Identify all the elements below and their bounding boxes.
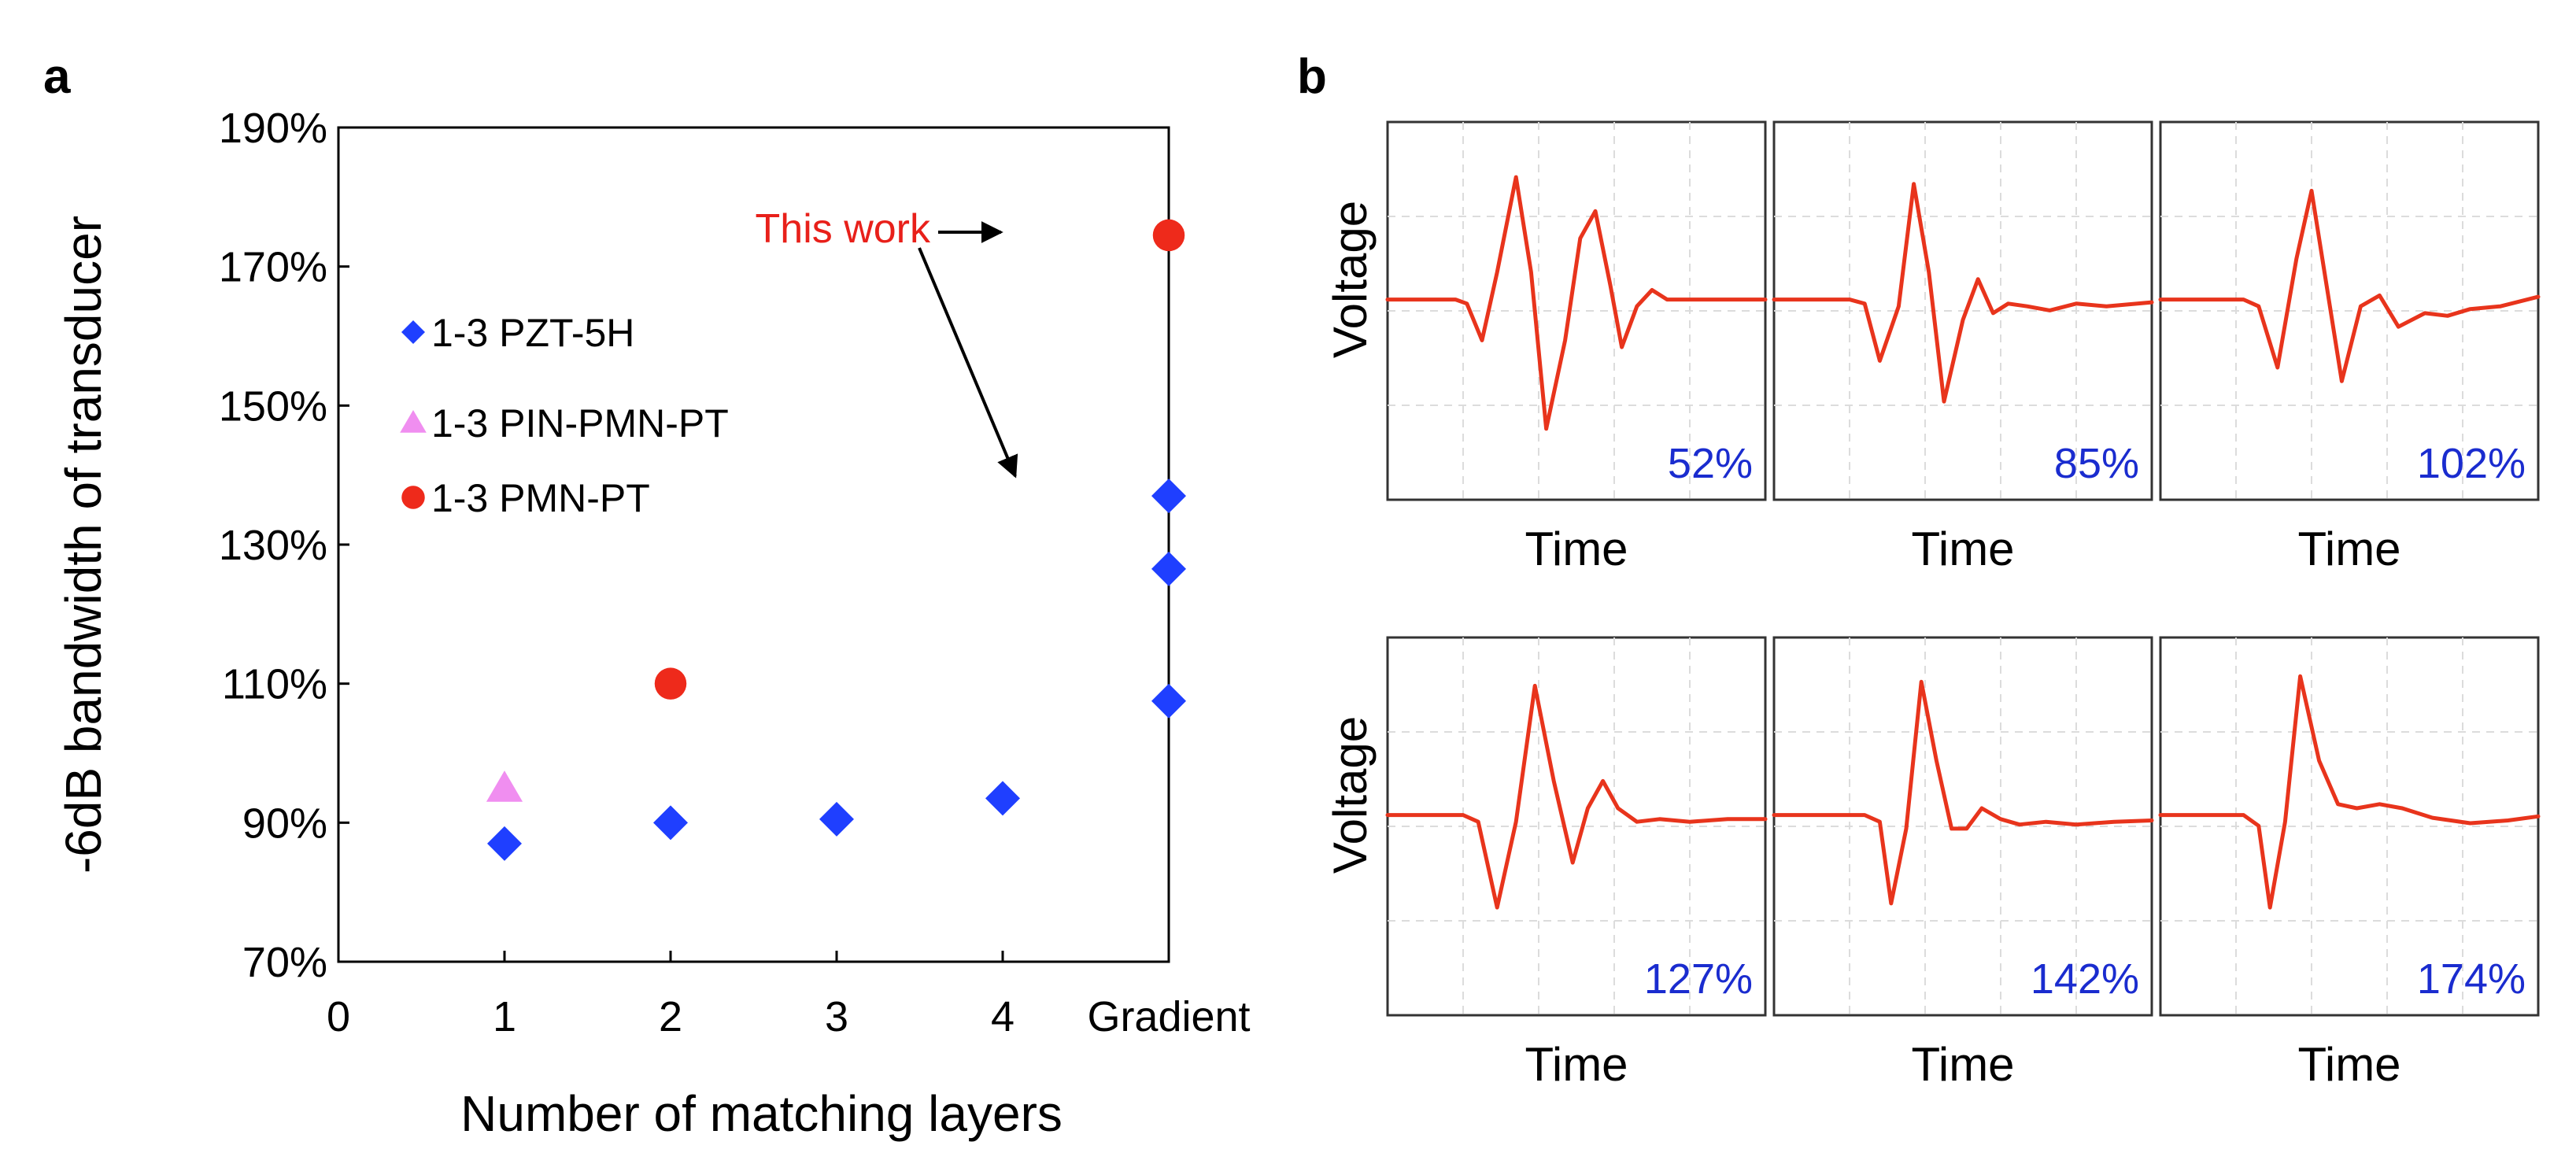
waveform-trace	[1385, 175, 1768, 431]
x-axis-label: Number of matching layers	[460, 1085, 1063, 1142]
panel-a-label: a	[43, 50, 71, 104]
this-work-arrow-diagonal	[918, 247, 1018, 478]
y-tick-label: 110%	[222, 661, 327, 708]
waveform-panel: 127% Time Voltage	[1324, 636, 1768, 1091]
bandwidth-label: 127%	[1644, 955, 1753, 1003]
panel-a-axes: 70% 90% 110% 130% 150% 170% 190% 0 1 2 3 4 Gradient N…	[55, 105, 1251, 1142]
bandwidth-label: 52%	[1668, 440, 1753, 487]
waveform-panel: 174% Time	[2158, 636, 2541, 1091]
x-tick-label: 0	[327, 993, 350, 1040]
data-point	[487, 826, 522, 861]
waveform-panel: 142% Time	[1772, 636, 2154, 1091]
data-point	[653, 805, 688, 841]
this-work-label: This work	[756, 206, 931, 252]
legend-label: 1-3 PZT-5H	[431, 311, 634, 355]
x-tick-label: 1	[493, 993, 516, 1040]
x-tick-label: 2	[659, 993, 682, 1040]
data-point	[985, 781, 1020, 816]
waveform-panel: 102% Time	[2158, 120, 2541, 575]
time-axis-label: Time	[1911, 523, 2014, 575]
data-point	[819, 801, 854, 837]
panel-a-legend: 1-3 PZT-5H 1-3 PIN-PMN-PT 1-3 PMN-PT	[400, 311, 729, 520]
data-point	[1151, 683, 1186, 719]
bandwidth-label: 85%	[2054, 440, 2139, 487]
bandwidth-label: 174%	[2417, 955, 2526, 1003]
panel-a-annotation: This work	[756, 206, 1018, 478]
waveform-trace	[2158, 188, 2541, 383]
y-tick-label: 130%	[219, 522, 327, 569]
legend-label: 1-3 PIN-PMN-PT	[431, 401, 729, 445]
legend-marker	[400, 410, 427, 433]
time-axis-label: Time	[1525, 1038, 1628, 1091]
panel-b-label: b	[1297, 50, 1327, 104]
panel-b-waveforms: 52% Time Voltage 85% Time 102% Time 127% Time Vol…	[1324, 120, 2541, 1091]
data-point	[654, 667, 687, 700]
waveform-panel: 52% Time Voltage	[1324, 120, 1768, 575]
voltage-axis-label: Voltage	[1324, 716, 1377, 874]
plot-frame	[337, 126, 1170, 963]
y-axis-label: -6dB bandwidth of transducer	[55, 216, 112, 874]
time-axis-label: Time	[1525, 523, 1628, 575]
legend-label: 1-3 PMN-PT	[431, 476, 650, 520]
y-tick-label: 170%	[219, 244, 327, 291]
data-point	[1151, 551, 1186, 586]
bandwidth-label: 102%	[2417, 440, 2526, 487]
y-tick-label: 90%	[242, 800, 327, 847]
waveform-panel: 85% Time	[1772, 120, 2154, 575]
legend-marker	[401, 320, 425, 344]
voltage-axis-label: Voltage	[1324, 201, 1377, 358]
x-tick-label: 4	[991, 993, 1015, 1040]
waveform-trace	[1772, 182, 2154, 404]
time-axis-label: Time	[1911, 1038, 2014, 1091]
waveform-trace	[1385, 683, 1768, 910]
data-point	[1152, 219, 1185, 252]
data-point	[1151, 478, 1186, 514]
y-tick-label: 190%	[219, 105, 327, 152]
time-axis-label: Time	[2297, 523, 2400, 575]
bandwidth-label: 142%	[2031, 955, 2139, 1003]
y-tick-label: 70%	[242, 939, 327, 986]
waveform-trace	[2158, 674, 2541, 910]
x-tick-label: Gradient	[1087, 993, 1250, 1040]
panel-a-points	[486, 219, 1186, 861]
legend-marker	[401, 486, 425, 509]
x-tick-label: 3	[825, 993, 848, 1040]
data-point	[486, 770, 523, 802]
y-tick-label: 150%	[219, 382, 327, 430]
waveform-trace	[1772, 679, 2154, 906]
time-axis-label: Time	[2297, 1038, 2400, 1091]
